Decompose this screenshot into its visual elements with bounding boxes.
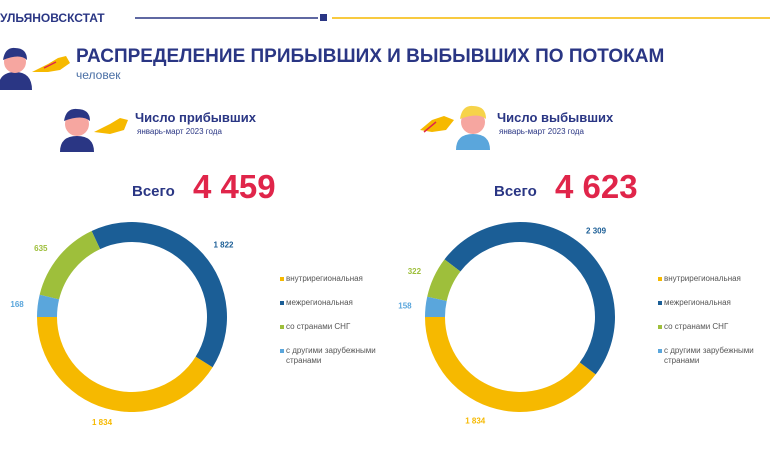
legend-swatch (658, 277, 662, 281)
total-label: Всего (494, 183, 537, 200)
donut-slice (425, 317, 596, 412)
donut-slice (427, 259, 461, 302)
legend-swatch (658, 301, 662, 305)
data-label: 322 (408, 267, 422, 276)
total-value: 4 459 (193, 168, 276, 205)
legend-swatch (280, 277, 284, 281)
legend-swatch (280, 349, 284, 353)
legend-label: внутрирегиональная (286, 274, 363, 283)
donut-slice (37, 294, 60, 317)
data-label: 635 (34, 244, 48, 253)
legend-swatch (280, 301, 284, 305)
legend-label: со странами СНГ (664, 322, 729, 331)
page-subtitle: человек (76, 68, 121, 82)
data-label: 158 (398, 301, 412, 310)
page-title: РАСПРЕДЕЛЕНИЕ ПРИБЫВШИХ И ВЫБЫВШИХ ПО ПО… (76, 46, 664, 67)
data-label: 1 834 (465, 416, 486, 425)
total-label: Всего (132, 183, 175, 200)
donut-slice (91, 222, 227, 368)
chart-title: Число прибывших (135, 110, 257, 125)
data-label: 2 309 (586, 226, 607, 235)
legend-swatch (280, 325, 284, 329)
donut-slice (39, 231, 101, 300)
data-label: 1 822 (213, 241, 234, 250)
donut-slice (444, 221, 616, 375)
legend-label: со странами СНГ (286, 322, 351, 331)
chart-subtitle: январь-март 2023 года (499, 127, 584, 136)
brand: УЛЬЯНОВСКСТАТ (0, 11, 105, 25)
chart-title: Число выбывших (497, 110, 614, 125)
data-label: 1 834 (92, 418, 113, 427)
header-square (320, 14, 327, 21)
person-icon (420, 105, 490, 150)
person-icon (0, 47, 70, 90)
legend-swatch (658, 349, 662, 353)
legend-swatch (658, 325, 662, 329)
legend-label: межрегиональная (664, 298, 731, 307)
chart-subtitle: январь-март 2023 года (137, 127, 222, 136)
donut-slice (425, 296, 447, 317)
legend-label: с другими зарубежными странами (286, 346, 376, 365)
total-value: 4 623 (555, 168, 638, 205)
data-label: 168 (10, 300, 24, 309)
legend-label: внутрирегиональная (664, 274, 741, 283)
person-icon (60, 108, 128, 152)
legend-label: межрегиональная (286, 298, 353, 307)
donut-slice (37, 317, 213, 413)
legend-label: с другими зарубежными странами (664, 346, 754, 365)
